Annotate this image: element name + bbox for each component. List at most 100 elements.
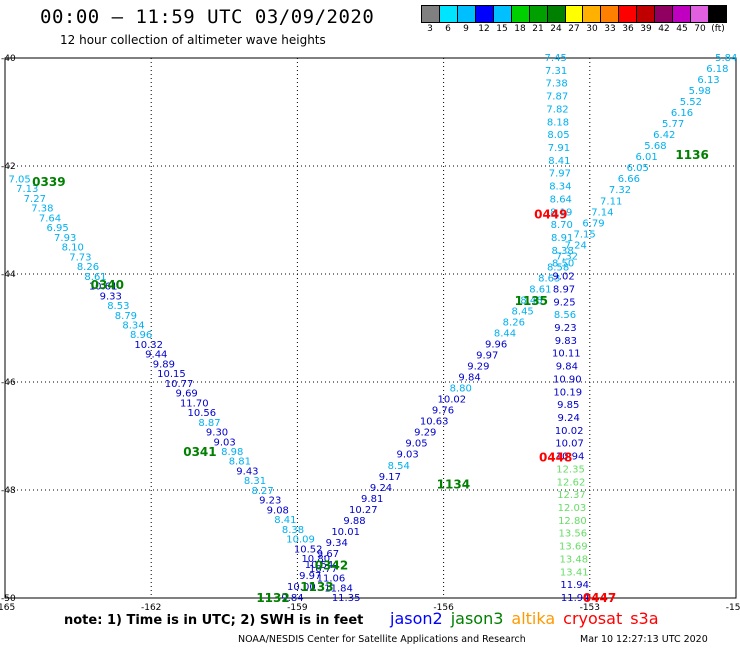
pass-time-label: 1134 [437, 478, 470, 492]
wave-height-colorbar: 3 6 9 12 15 18 21 24 27 30 33 36 39 42 45 70 (ft) [421, 5, 727, 35]
wave-height-value: 8.98 [221, 447, 243, 458]
colorbar-cell [511, 6, 530, 22]
wave-height-value: 8.97 [553, 284, 575, 295]
wave-height-value: 6.42 [653, 130, 675, 141]
wave-height-value: 8.61 [84, 272, 106, 283]
wave-height-value: 9.29 [414, 428, 436, 439]
wave-height-value: 6.13 [697, 75, 719, 86]
wave-height-value: 9.84 [458, 373, 480, 384]
wave-height-value: 7.13 [16, 184, 38, 195]
colorbar-label: 27 [568, 24, 580, 34]
colorbar-label: 33 [604, 24, 616, 34]
wave-height-value: 10.07 [555, 439, 584, 450]
wave-height-value: 12.35 [556, 464, 585, 475]
pass-time-label: 1133 [300, 580, 333, 594]
colorbar-cell [655, 6, 674, 22]
wave-height-value: 9.84 [556, 362, 578, 373]
wave-height-value: 13.56 [559, 529, 588, 540]
wave-height-value: 8.80 [450, 384, 472, 395]
wave-height-value: 9.03 [396, 450, 418, 461]
wave-height-value: 13.48 [559, 554, 588, 565]
wave-height-value: 9.89 [153, 359, 175, 370]
colorbar-label: 18 [514, 24, 526, 34]
lat-label: -48 [1, 486, 16, 496]
wave-height-value: 8.48 [520, 295, 542, 306]
wave-height-value: 9.30 [206, 428, 228, 439]
wave-height-value: 8.31 [244, 476, 266, 487]
wave-height-value: 9.97 [476, 351, 498, 362]
wave-height-value: 7.32 [609, 185, 631, 196]
wave-height-value: 8.26 [503, 317, 525, 328]
wave-height-value: 12.37 [557, 490, 586, 501]
colorbar-label: 9 [463, 24, 469, 34]
wave-height-value: 10.77 [165, 379, 194, 390]
wave-height-value: 9.67 [317, 549, 339, 560]
colorbar-label: 24 [550, 24, 562, 34]
wave-height-value: 8.87 [198, 418, 220, 429]
wave-height-value: 9.81 [361, 494, 383, 505]
wave-height-value: 8.38 [282, 525, 304, 536]
pass-time-label: 1135 [515, 294, 548, 308]
wave-height-value: 11.06 [317, 574, 346, 585]
wave-height-value: 7.64 [39, 213, 61, 224]
lat-label: -46 [1, 378, 16, 388]
wave-height-value: 9.85 [557, 400, 579, 411]
wave-height-value: 10.90 [553, 374, 582, 385]
wave-height-value: 13.69 [559, 542, 588, 553]
colorbar-label: 36 [622, 24, 634, 34]
pass-time-label: 0342 [315, 559, 348, 573]
units-note: note: 1) Time is in UTC; 2) SWH is in fe… [64, 613, 364, 628]
colorbar-label: (ft) [711, 24, 725, 34]
wave-height-value: 9.24 [558, 413, 580, 424]
wave-height-value: 9.97 [299, 571, 321, 582]
colorbar-cell [439, 6, 458, 22]
wave-height-value: 7.93 [54, 233, 76, 244]
lon-label: -159 [287, 603, 308, 613]
wave-height-value: 9.33 [100, 291, 122, 302]
wave-height-value: 10.02 [555, 426, 584, 437]
wave-height-value: 9.17 [379, 472, 401, 483]
wave-height-value: 8.34 [122, 320, 144, 331]
lon-label: -165 [0, 603, 15, 613]
colorbar-cell [529, 6, 548, 22]
wave-height-value: 10.32 [134, 340, 163, 351]
colorbar-label: 15 [496, 24, 508, 34]
pass-time-label: 0449 [534, 208, 567, 222]
colorbar-cell [709, 6, 726, 22]
wave-height-value: 9.25 [553, 297, 575, 308]
wave-height-value: 7.87 [546, 92, 568, 103]
wave-height-value: 8.05 [547, 130, 569, 141]
wave-height-value: 9.44 [145, 350, 167, 361]
wave-height-value: 7.82 [546, 104, 568, 115]
wave-height-value: 7.11 [600, 196, 622, 207]
wave-height-value: 7.14 [591, 207, 613, 218]
wave-height-value: 9.05 [405, 439, 427, 450]
wave-height-value: 8.38 [552, 246, 574, 257]
wave-height-value: 10.11 [552, 349, 581, 360]
wave-height-value: 5.98 [689, 86, 711, 97]
wave-height-value: 10.52 [294, 544, 323, 555]
wave-height-value: 5.77 [662, 119, 684, 130]
pass-time-label: 0340 [91, 278, 124, 292]
lat-label: -42 [1, 162, 16, 172]
wave-height-value: 8.10 [62, 243, 84, 254]
wave-height-value: 9.84 [281, 593, 303, 604]
wave-height-value: 8.79 [115, 311, 137, 322]
wave-height-value: 7.15 [573, 229, 595, 240]
wave-height-value: 6.01 [635, 152, 657, 163]
wave-height-value: 8.96 [130, 330, 152, 341]
wave-height-value: 11.35 [332, 593, 361, 604]
pass-time-label: 1136 [675, 148, 708, 162]
wave-height-value: 10.77 [309, 564, 338, 575]
wave-height-value: 7.38 [31, 204, 53, 215]
colorbar-cell [691, 6, 709, 22]
wave-height-value: 11.84 [324, 583, 353, 594]
colorbar-cell [601, 6, 620, 22]
wave-height-value: 8.56 [554, 310, 576, 321]
pass-time-label: 0448 [539, 451, 572, 465]
colorbar-label: 12 [478, 24, 490, 34]
wave-height-value: 6.79 [582, 218, 604, 229]
wave-height-value: 9.34 [326, 538, 348, 549]
lon-label: -150 [726, 603, 740, 613]
colorbar-label: 30 [586, 24, 598, 34]
